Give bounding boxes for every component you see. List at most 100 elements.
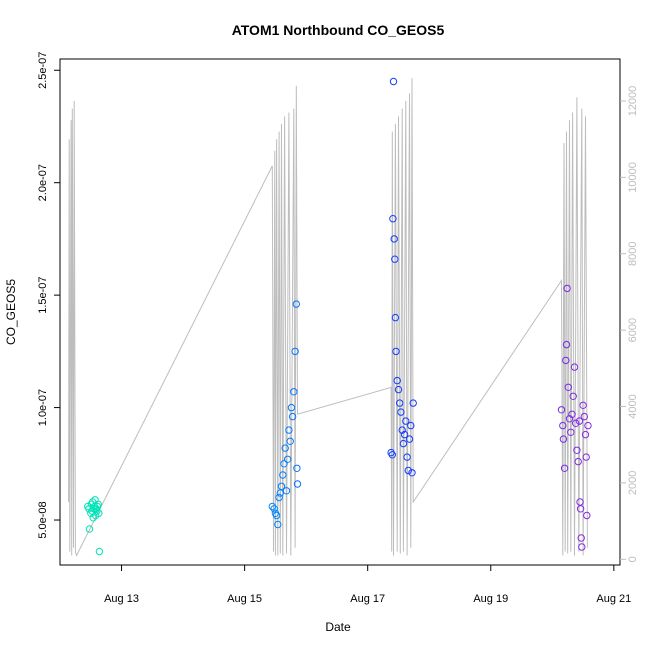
co-point bbox=[398, 426, 406, 434]
co-point bbox=[288, 412, 297, 421]
co-point bbox=[396, 399, 404, 407]
y-tick-label: 2.0e-07 bbox=[37, 164, 49, 201]
co-point bbox=[89, 514, 97, 522]
x-tick-label: Aug 17 bbox=[350, 593, 385, 605]
co-point bbox=[579, 401, 587, 409]
co-point bbox=[287, 403, 296, 412]
y-tick-label: 1.5e-07 bbox=[37, 276, 49, 313]
co-point bbox=[400, 430, 409, 439]
co-point bbox=[575, 417, 584, 425]
co-point bbox=[293, 464, 301, 472]
co-point bbox=[391, 313, 400, 322]
co-point bbox=[568, 410, 576, 418]
altitude-trace-line bbox=[68, 78, 588, 557]
co-point bbox=[576, 505, 585, 513]
co-point bbox=[292, 300, 300, 308]
y2-tick-label: 6000 bbox=[627, 318, 639, 342]
co-point bbox=[403, 453, 411, 461]
co-point bbox=[272, 511, 281, 520]
y-tick-label: 5.0e-08 bbox=[37, 501, 49, 538]
co-point bbox=[93, 507, 101, 515]
co-point bbox=[583, 511, 591, 520]
co-point bbox=[574, 457, 582, 466]
y2-tick-label: 8000 bbox=[627, 242, 639, 266]
co-point bbox=[559, 421, 567, 430]
co-point bbox=[394, 385, 403, 394]
co-point bbox=[279, 471, 287, 479]
chart-title: ATOM1 Northbound CO_GEOS5 bbox=[232, 22, 445, 38]
co-point bbox=[276, 489, 284, 497]
co-point bbox=[405, 435, 414, 443]
x-axis-label: Date bbox=[325, 620, 351, 634]
co-point bbox=[293, 480, 302, 488]
co-point bbox=[275, 493, 283, 502]
co-point bbox=[584, 421, 592, 430]
co-point bbox=[576, 498, 584, 506]
y-tick-label: 2.5e-07 bbox=[37, 52, 49, 89]
co-point bbox=[578, 543, 586, 551]
co-point bbox=[270, 505, 278, 513]
co-point bbox=[290, 388, 298, 396]
co-point bbox=[389, 77, 398, 86]
co-point bbox=[562, 356, 570, 365]
x-axis: Aug 13 Aug 15 Aug 17 Aug 19 Aug 21 bbox=[104, 565, 631, 605]
co-point bbox=[391, 255, 399, 263]
co-point bbox=[562, 340, 571, 349]
co-point bbox=[402, 417, 410, 425]
co-point bbox=[563, 284, 571, 293]
co-point bbox=[268, 502, 276, 511]
co-point bbox=[282, 487, 291, 495]
co-point bbox=[569, 392, 577, 400]
co-point bbox=[397, 408, 405, 416]
co-point bbox=[577, 534, 585, 542]
co-point bbox=[284, 455, 292, 463]
y2-tick-label: 2000 bbox=[627, 471, 639, 495]
co-point bbox=[582, 453, 590, 461]
co-point bbox=[291, 347, 299, 356]
co-point bbox=[281, 444, 289, 452]
y2-tick-label: 0 bbox=[627, 556, 639, 562]
co-point bbox=[570, 363, 579, 371]
co-point bbox=[581, 430, 590, 439]
co-point bbox=[95, 547, 104, 556]
co-point bbox=[559, 435, 568, 443]
y-tick-label: 1.0e-07 bbox=[37, 389, 49, 426]
co-points bbox=[84, 77, 592, 556]
co-point bbox=[404, 466, 412, 475]
y2-axis: 0 2000 4000 6000 8000 10000 12000 bbox=[620, 86, 639, 562]
co-point bbox=[408, 469, 416, 477]
co-point bbox=[392, 347, 400, 356]
y2-tick-label: 4000 bbox=[627, 394, 639, 418]
co-point bbox=[393, 376, 401, 385]
co-point bbox=[580, 412, 588, 421]
y-axis: 5.0e-08 1.0e-07 1.5e-07 2.0e-07 2.5e-07 bbox=[37, 52, 61, 539]
co-point bbox=[285, 426, 293, 434]
co-point bbox=[390, 235, 398, 243]
co-point bbox=[95, 509, 103, 517]
co-point bbox=[286, 437, 294, 445]
co-point bbox=[573, 446, 581, 454]
co-point bbox=[388, 451, 396, 459]
co-point bbox=[274, 520, 282, 529]
co-point bbox=[572, 419, 580, 427]
co-point bbox=[280, 460, 288, 468]
co-point bbox=[557, 406, 566, 414]
x-tick-label: Aug 13 bbox=[104, 593, 139, 605]
co-point bbox=[399, 439, 408, 448]
y-axis-label: CO_GEOS5 bbox=[4, 279, 18, 345]
co-point bbox=[567, 428, 575, 436]
altitude-trace bbox=[68, 78, 588, 557]
co-point bbox=[564, 383, 572, 391]
co-point bbox=[94, 500, 102, 508]
co-point bbox=[277, 482, 286, 490]
co-point bbox=[389, 215, 397, 223]
co-point bbox=[85, 525, 94, 533]
plot-frame bbox=[59, 58, 621, 566]
co-point bbox=[560, 464, 569, 472]
x-tick-label: Aug 15 bbox=[227, 593, 262, 605]
y2-tick-label: 10000 bbox=[627, 162, 639, 193]
y2-tick-label: 12000 bbox=[627, 86, 639, 117]
x-tick-label: Aug 21 bbox=[596, 593, 631, 605]
x-tick-label: Aug 19 bbox=[473, 593, 508, 605]
